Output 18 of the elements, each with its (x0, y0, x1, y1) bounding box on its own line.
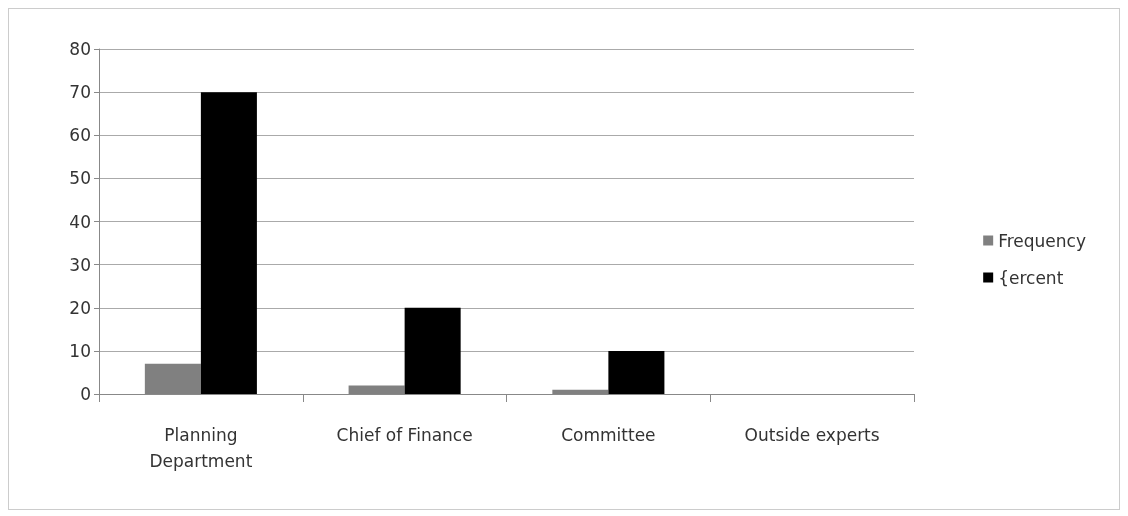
y-tick-label: 30 (69, 254, 91, 275)
x-tick-label: Outside experts (744, 425, 880, 445)
bar (608, 350, 665, 394)
y-tick-label: 80 (69, 39, 91, 59)
y-tick-label: 10 (69, 340, 91, 361)
legend-label: {ercent (998, 267, 1064, 288)
y-tick-label: 20 (69, 297, 91, 318)
legend-label: Frequency (998, 230, 1087, 251)
bar (200, 92, 257, 394)
y-tick-label: 40 (69, 211, 91, 232)
y-tick-label: 70 (69, 82, 91, 103)
x-tick-label: Chief of Finance (336, 425, 473, 445)
y-tick-label: 0 (80, 384, 91, 404)
x-tick-label: Planning Department (149, 425, 253, 471)
y-tick-label: 50 (69, 168, 91, 189)
y-tick-label: 60 (69, 125, 91, 146)
bar (404, 307, 461, 394)
x-tick-label: Committee (561, 425, 656, 445)
